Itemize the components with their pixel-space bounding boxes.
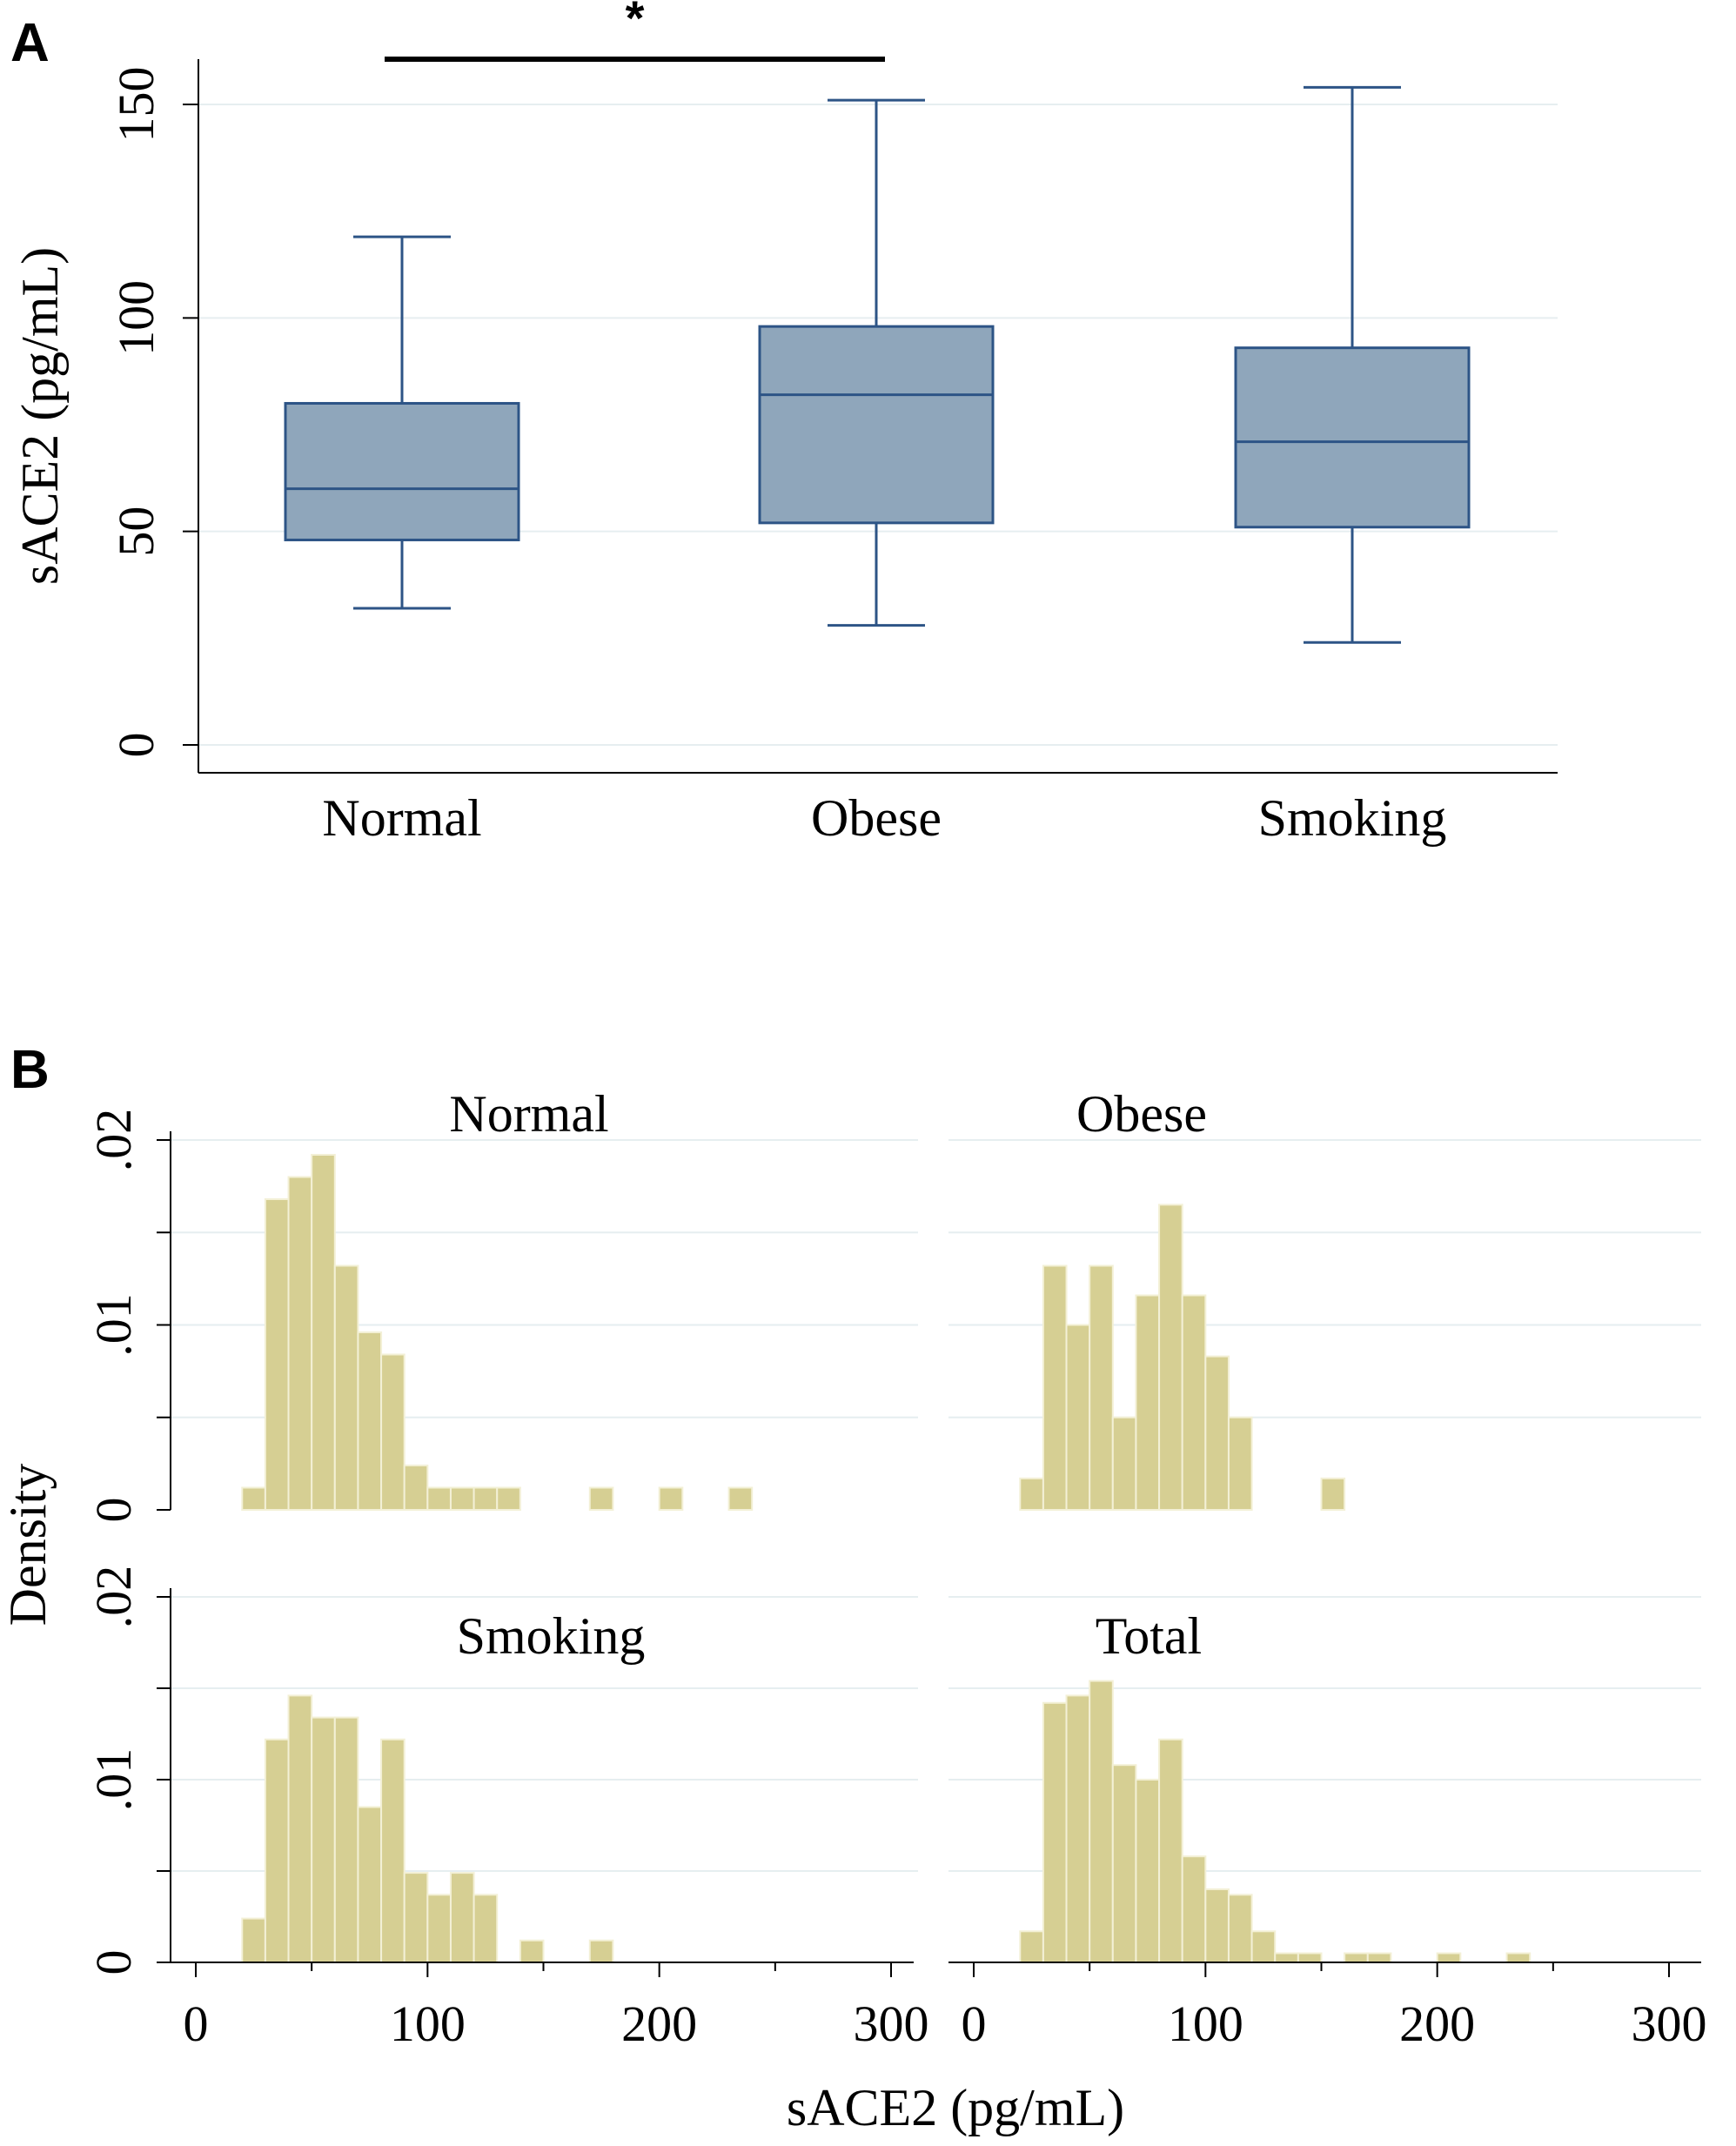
histogram-bar bbox=[426, 1486, 452, 1511]
y-tick-label: .02 bbox=[85, 1109, 142, 1172]
y-axis-label: sACE2 (pg/mL) bbox=[11, 247, 69, 585]
y-tick-label: 100 bbox=[108, 280, 164, 356]
subplot-title: Obese bbox=[1076, 1085, 1207, 1143]
box-normal bbox=[284, 401, 520, 541]
y-tick-label: 50 bbox=[108, 506, 164, 557]
histogram-bar bbox=[264, 1198, 290, 1511]
histogram-bar bbox=[333, 1264, 359, 1511]
histogram-bar bbox=[1250, 1930, 1277, 1964]
histogram-bar bbox=[1227, 1416, 1253, 1511]
subplot-title: Smoking bbox=[457, 1607, 646, 1665]
x-tick-label: 200 bbox=[621, 1995, 697, 2052]
histogram-bar bbox=[1344, 1952, 1369, 1963]
histogram-bar bbox=[287, 1176, 313, 1511]
histogram-bar bbox=[1320, 1477, 1346, 1511]
histogram-bar bbox=[311, 1716, 336, 1963]
histogram-bar bbox=[1297, 1952, 1323, 1963]
histogram-bar bbox=[380, 1738, 406, 1964]
histogram-bar bbox=[264, 1738, 290, 1964]
subplot-smoking: Smoking bbox=[171, 1596, 918, 1964]
significance-star: * bbox=[626, 0, 645, 45]
subplot-obese: Obese bbox=[948, 1085, 1701, 1511]
histogram-bar bbox=[403, 1872, 429, 1964]
histogram-bar bbox=[357, 1806, 383, 1963]
histogram-bar bbox=[1204, 1355, 1230, 1511]
y-tick-label: 0 bbox=[108, 733, 164, 758]
histogram-bar bbox=[449, 1872, 475, 1964]
histogram-bar bbox=[1274, 1952, 1299, 1963]
histogram-bar bbox=[1227, 1894, 1253, 1964]
histogram-bar bbox=[658, 1486, 684, 1511]
histogram-bar bbox=[1042, 1264, 1068, 1511]
histogram-bar bbox=[1089, 1264, 1114, 1511]
histogram-bar bbox=[1065, 1324, 1091, 1511]
histogram-panel: Normal Obese Smoking Total 0 .01 .02 0 .01 .02 0 10… bbox=[0, 1085, 1707, 2136]
histogram-bar bbox=[588, 1939, 614, 1964]
x-tick-label: 300 bbox=[854, 1995, 929, 2052]
boxplot-panel: 0 50 100 150 sACE2 (pg/mL) Normal Obese Smoking… bbox=[11, 0, 1558, 847]
histogram-bar bbox=[588, 1486, 614, 1511]
histogram-bar bbox=[519, 1939, 545, 1964]
histogram-bar bbox=[1135, 1294, 1161, 1511]
x-tick-label: 0 bbox=[962, 1995, 987, 2052]
histogram-bar bbox=[1111, 1416, 1137, 1511]
histogram-bar bbox=[1204, 1888, 1230, 1963]
y-tick-label: .01 bbox=[85, 1748, 142, 1812]
histogram-bar bbox=[311, 1154, 336, 1511]
x-category-label: Normal bbox=[322, 789, 481, 847]
histogram-bar bbox=[287, 1694, 313, 1964]
y-axis-label: Density bbox=[0, 1464, 57, 1626]
y-tick-label: .01 bbox=[85, 1293, 142, 1357]
histogram-bar bbox=[449, 1486, 475, 1511]
histogram-bar bbox=[1042, 1701, 1068, 1964]
histogram-bar bbox=[241, 1486, 266, 1511]
histogram-bar bbox=[1065, 1694, 1091, 1964]
x-category-label: Obese bbox=[811, 789, 942, 847]
x-tick-label: 0 bbox=[184, 1995, 209, 2052]
histogram-bar bbox=[1135, 1779, 1161, 1963]
y-tick-label: .02 bbox=[85, 1566, 142, 1629]
histogram-bar bbox=[357, 1331, 383, 1511]
histogram-bar bbox=[403, 1465, 429, 1511]
y-tick-label: 150 bbox=[108, 67, 164, 143]
histogram-bar bbox=[727, 1486, 754, 1511]
x-tick-label: 200 bbox=[1399, 1995, 1475, 2052]
histogram-bar bbox=[1181, 1294, 1207, 1511]
histogram-bar bbox=[333, 1716, 359, 1963]
x-axis-label: sACE2 (pg/mL) bbox=[787, 2079, 1124, 2136]
histogram-bar bbox=[473, 1894, 499, 1964]
y-tick-label: 0 bbox=[85, 1498, 142, 1523]
y-tick-label: 0 bbox=[85, 1950, 142, 1975]
histogram-bar bbox=[1089, 1680, 1114, 1963]
panel-b-letter: B bbox=[10, 1040, 50, 1100]
subplot-title: Total bbox=[1096, 1607, 1202, 1665]
x-tick-label: 100 bbox=[1168, 1995, 1243, 2052]
histogram-bar bbox=[496, 1486, 521, 1511]
histogram-bar bbox=[1158, 1738, 1183, 1964]
subplot-title: Normal bbox=[449, 1085, 608, 1143]
subplot-normal: Normal bbox=[171, 1085, 918, 1511]
histogram-bar bbox=[1181, 1855, 1207, 1963]
panel-a-letter: A bbox=[10, 13, 50, 73]
x-category-label: Smoking bbox=[1258, 789, 1447, 847]
subplot-total: Total bbox=[948, 1596, 1701, 1964]
histogram-bar bbox=[426, 1894, 452, 1964]
histogram-bar bbox=[380, 1353, 406, 1511]
x-tick-label: 300 bbox=[1632, 1995, 1707, 2052]
histogram-bar bbox=[1019, 1930, 1044, 1964]
histogram-bar bbox=[241, 1917, 266, 1964]
x-tick-label: 100 bbox=[390, 1995, 466, 2052]
box-obese bbox=[758, 325, 995, 525]
histogram-bar bbox=[1111, 1764, 1137, 1963]
histogram-bar bbox=[1436, 1952, 1462, 1963]
box-smoking bbox=[1234, 346, 1471, 529]
histogram-bar bbox=[473, 1486, 499, 1511]
histogram-bar bbox=[1366, 1952, 1392, 1963]
histogram-bar bbox=[1505, 1952, 1532, 1963]
histogram-bar bbox=[1019, 1477, 1044, 1511]
histogram-bar bbox=[1158, 1204, 1183, 1511]
